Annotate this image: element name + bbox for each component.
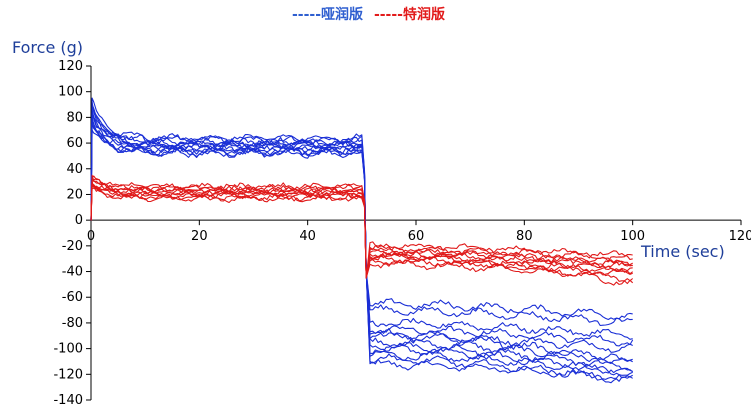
x-tick-label: 40 [299, 229, 316, 244]
x-tick-label: 120 [729, 229, 751, 244]
series-terun-line [90, 183, 633, 279]
legend-item-yarun: -----哑润版 [292, 7, 364, 23]
y-tick-label: -60 [62, 290, 83, 305]
y-tick-label: 60 [66, 136, 83, 151]
x-tick-label: 80 [516, 229, 533, 244]
x-tick-label: 100 [620, 229, 645, 244]
series-yarun-line [90, 97, 633, 327]
series-yarun-line [90, 103, 633, 340]
x-tick-label: 0 [87, 229, 95, 244]
series-terun-line [90, 187, 633, 279]
series-yarun-line [90, 123, 634, 347]
chart-legend: -----哑润版 -----特润版 [292, 4, 445, 24]
x-tick-label: 60 [408, 229, 425, 244]
y-tick-label: -120 [53, 367, 83, 382]
series-yarun-line [90, 129, 634, 373]
y-tick-label: 120 [58, 59, 83, 74]
y-axis-label: Force (g) [12, 38, 84, 57]
series-terun-line [90, 185, 634, 282]
series-terun-line [90, 179, 633, 279]
series-yarun-line [90, 114, 633, 321]
x-tick-label: 20 [191, 229, 208, 244]
y-tick-label: 100 [58, 85, 83, 100]
y-tick-label: -40 [62, 265, 83, 280]
y-tick-label: 20 [66, 187, 83, 202]
y-tick-label: -100 [53, 342, 83, 357]
series-yarun-line [90, 119, 633, 376]
y-tick-label: -140 [53, 393, 83, 408]
legend-item-terun: -----特润版 [373, 7, 445, 23]
series-yarun-line [90, 121, 633, 365]
x-axis-label: Time (sec) [641, 242, 725, 261]
series-yarun-line [90, 116, 633, 353]
y-tick-label: -20 [62, 239, 83, 254]
y-tick-label: -80 [62, 316, 83, 331]
y-tick-label: 0 [75, 213, 83, 228]
y-tick-label: 40 [66, 162, 83, 177]
y-tick-label: 80 [66, 110, 83, 125]
series-terun-line [90, 175, 634, 286]
